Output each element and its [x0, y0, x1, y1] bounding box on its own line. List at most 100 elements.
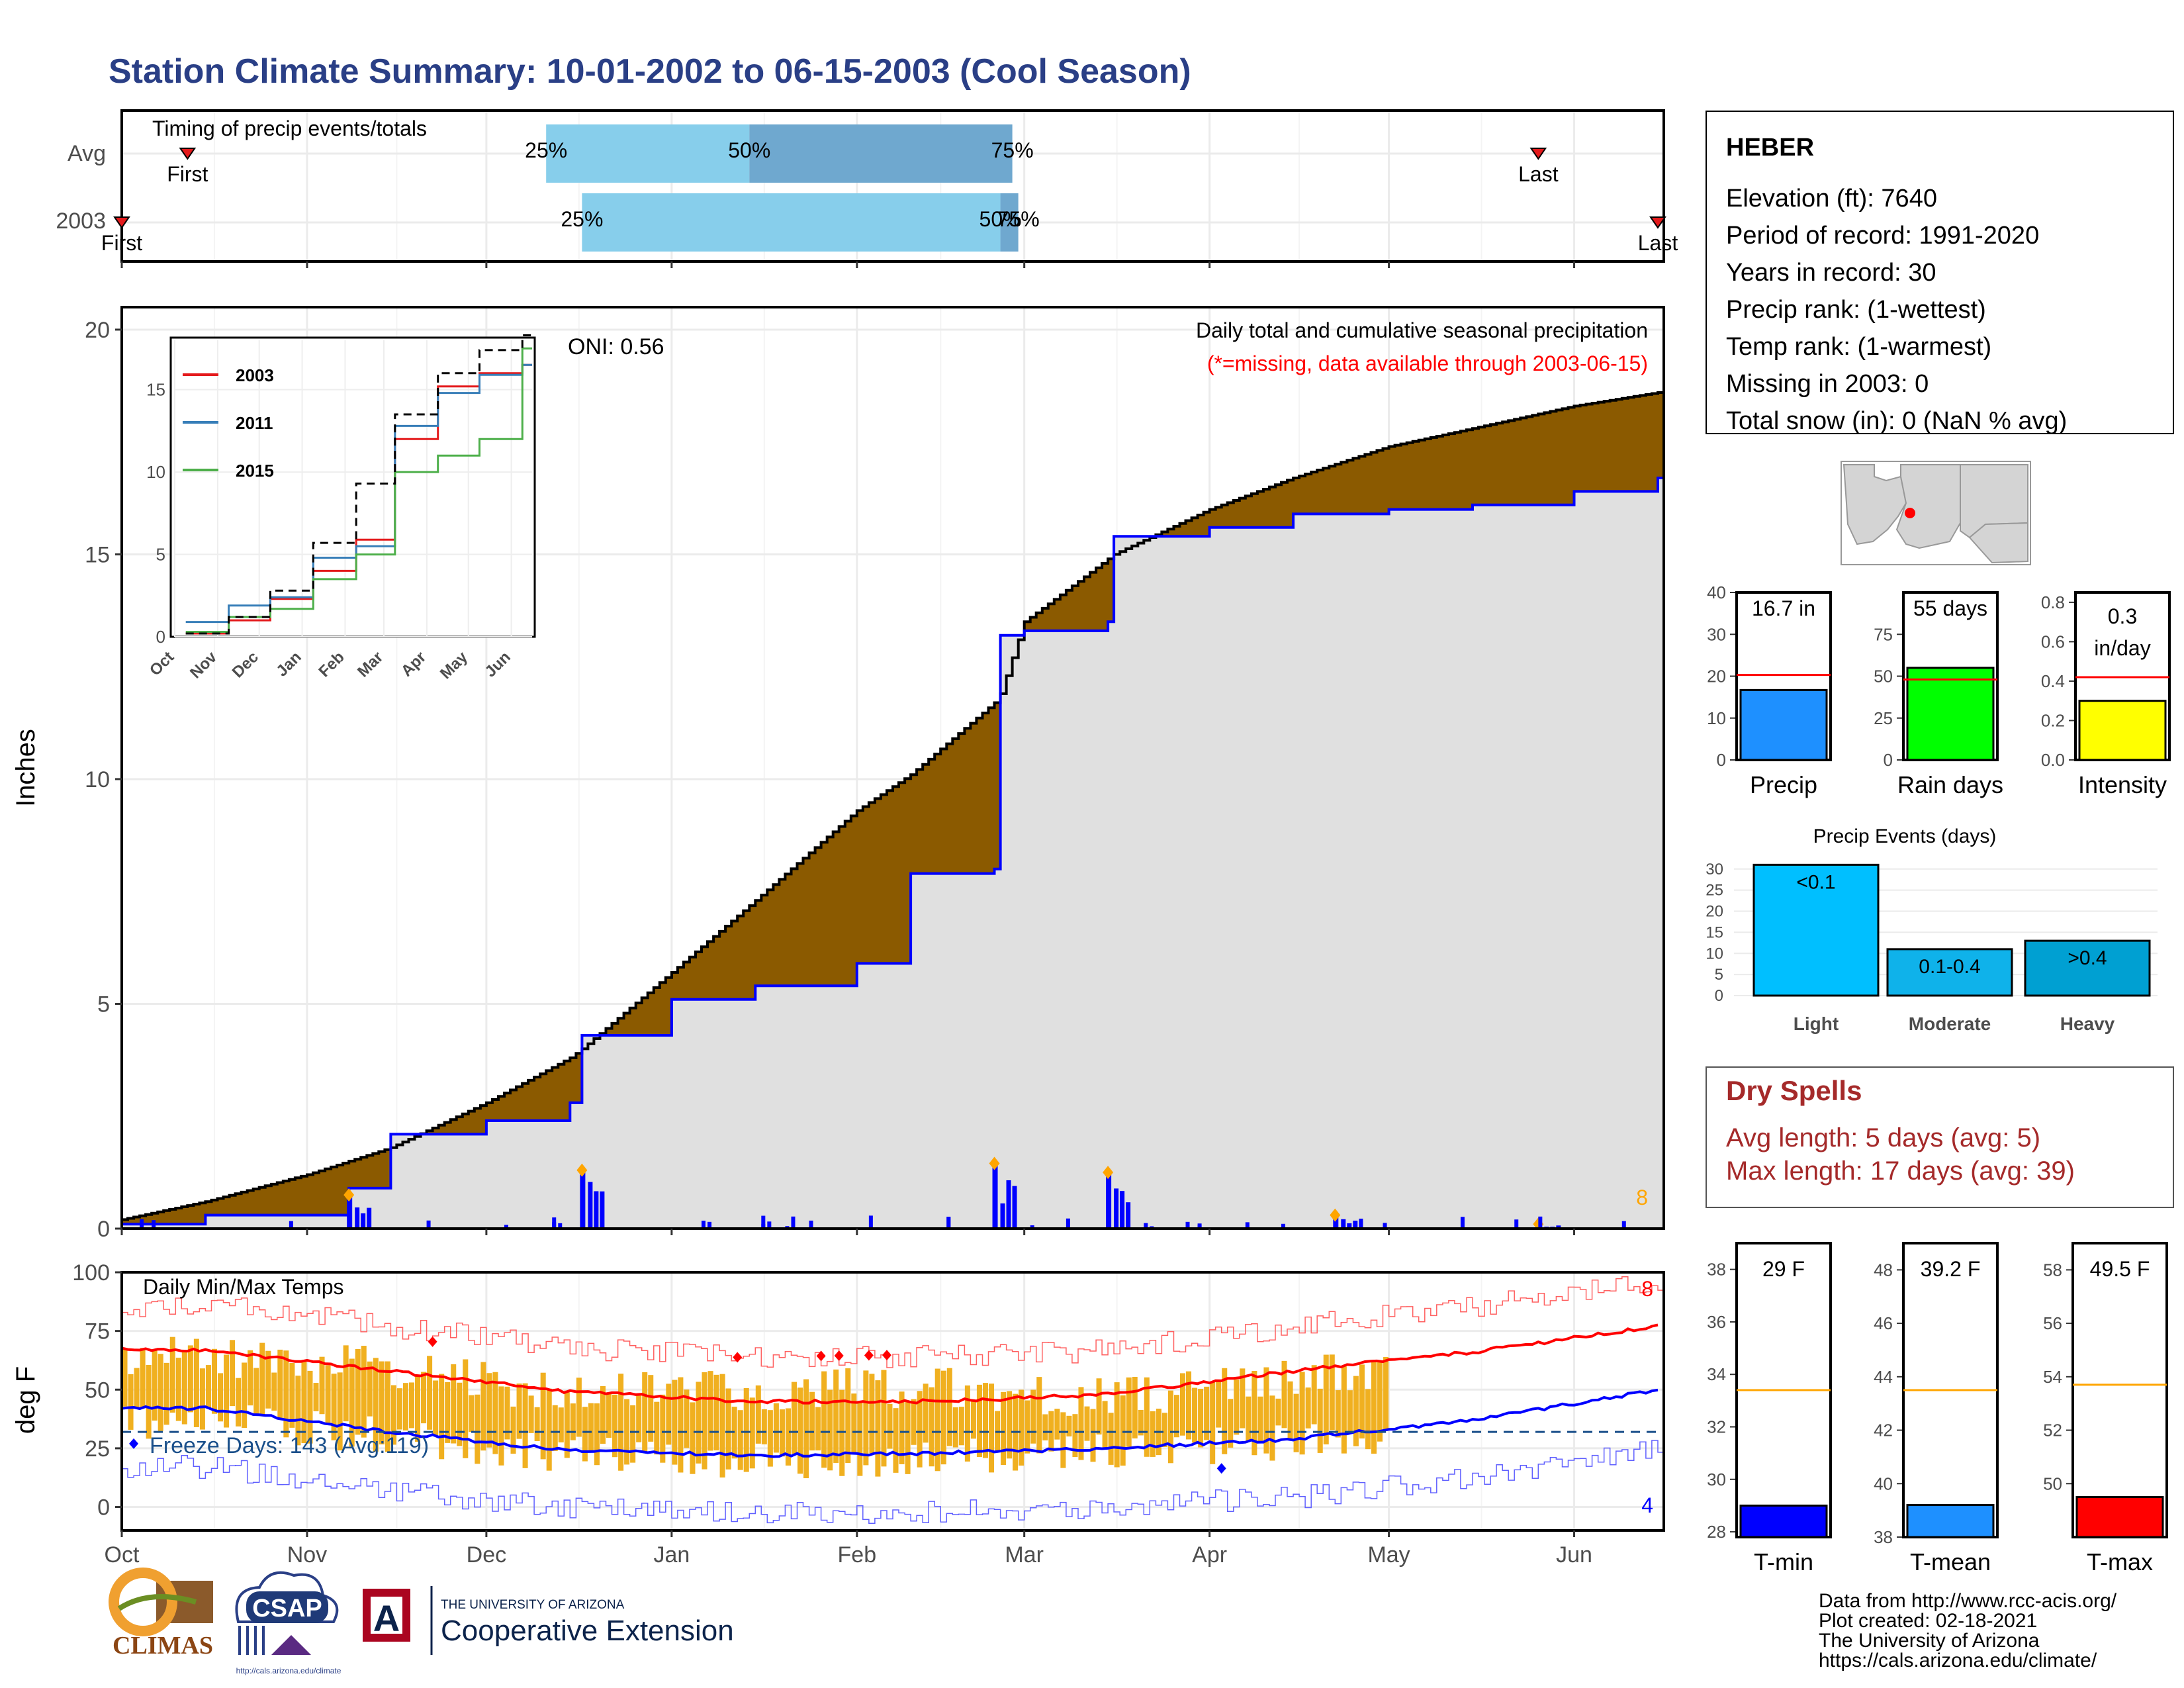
daily-temp-bar	[492, 1372, 498, 1454]
daily-temp-bar	[313, 1383, 319, 1411]
inset-legend-label: 2011	[236, 413, 273, 433]
daily-precip-bar	[1245, 1222, 1250, 1229]
daily-precip-bar	[1120, 1191, 1125, 1229]
daily-precip-bar	[1012, 1186, 1017, 1229]
daily-precip-bar	[761, 1215, 766, 1229]
daily-temp-bar	[719, 1374, 725, 1477]
inset-legend-label: 2015	[236, 461, 274, 481]
daily-temp-bar	[325, 1365, 331, 1424]
daily-temp-bar	[612, 1394, 618, 1458]
daily-temp-bar	[175, 1358, 181, 1421]
precip-missing-note: (*=missing, data available through 2003-…	[1207, 352, 1648, 375]
ua-logo-big-text: Cooperative Extension	[441, 1615, 734, 1647]
daily-precip-bar	[588, 1182, 593, 1229]
daily-temp-bar	[361, 1346, 367, 1438]
inset-line-2003	[185, 363, 532, 635]
daily-temp-bar	[1167, 1390, 1173, 1464]
daily-temp-bar	[1287, 1381, 1293, 1439]
daily-temp-bar	[1132, 1376, 1138, 1438]
daily-temp-bar	[982, 1383, 988, 1458]
daily-precip-bar	[361, 1223, 365, 1229]
station-info-line: Years in record: 30	[1726, 259, 1936, 287]
precip-caption: Daily total and cumulative seasonal prec…	[1196, 318, 1648, 342]
daily-temp-bar	[648, 1375, 654, 1442]
daily-temp-bar	[773, 1403, 779, 1453]
x-tick-label: Mar	[1005, 1542, 1044, 1568]
temp-max-count: 8	[1641, 1277, 1653, 1301]
station-info-line: Missing in 2003: 0	[1726, 370, 1929, 398]
daily-temp-bar	[199, 1368, 205, 1430]
temp-panel: 0 25 50 75 100 Oct Nov Dec Jan Feb Mar Apr May Jun d…	[11, 1260, 1665, 1568]
gauge-0-tick-label: 30	[1707, 624, 1726, 644]
tgauge-2-tick-label: 58	[2043, 1260, 2062, 1280]
timing-2003-bar-25-50	[582, 193, 1001, 252]
tgauge-0-tick-label: 38	[1707, 1260, 1726, 1280]
gauge-2-tick-label: 0.0	[2041, 750, 2065, 770]
daily-precip-bar	[809, 1220, 813, 1229]
daily-temp-bar	[588, 1403, 594, 1451]
y-tick-label: 15	[85, 542, 110, 567]
daily-temp-bar	[1019, 1389, 1024, 1466]
inset-y-label: 15	[146, 380, 165, 400]
daily-temp-bar	[421, 1372, 427, 1424]
timing-2003-first-label: First	[101, 231, 142, 255]
daily-temp-bar	[964, 1385, 970, 1462]
daily-precip-bar	[580, 1170, 586, 1229]
daily-temp-bar	[1042, 1414, 1048, 1440]
daily-temp-bar	[1204, 1386, 1210, 1440]
gauge-2-tick-label: 0.2	[2041, 710, 2065, 730]
precip-2003-area	[122, 478, 1664, 1229]
y-tick-label: 0	[97, 1217, 110, 1242]
record-high-marker	[816, 1350, 826, 1362]
gauge-0-tick-label: 0	[1717, 750, 1726, 770]
daily-temp-bar	[1311, 1365, 1317, 1425]
daily-temp-bar	[457, 1382, 463, 1446]
daily-temp-bar	[289, 1363, 295, 1428]
gauge-2-value-unit: in/day	[2094, 636, 2150, 660]
precip-events-chart: Precip Events (days) 0 5 10 15 20 25 30 <0.1 Lig…	[1706, 825, 2158, 1034]
events-tick-label: 5	[1715, 966, 1723, 984]
daily-precip-marker	[1103, 1166, 1114, 1180]
events-bar-label: 0.1-0.4	[1919, 956, 1980, 978]
daily-temp-bar	[1036, 1377, 1042, 1454]
daily-temp-bar	[1186, 1371, 1192, 1440]
daily-temp-bar	[988, 1383, 995, 1473]
station-info-line: Precip rank: (1-wettest)	[1726, 296, 1986, 324]
daily-temp-bar	[690, 1402, 696, 1474]
ua-logo-letter: A	[373, 1597, 400, 1639]
timing-avg-first-marker	[179, 148, 197, 160]
daily-temp-bar	[905, 1401, 911, 1474]
tgauge-0-tick-label: 32	[1707, 1417, 1726, 1437]
daily-precip-bar	[1006, 1180, 1011, 1229]
daily-temp-bar	[534, 1407, 540, 1442]
daily-temp-bar	[1216, 1381, 1222, 1428]
daily-precip-bar	[1066, 1218, 1070, 1229]
daily-temp-bar	[755, 1385, 761, 1444]
daily-temp-bar	[522, 1383, 528, 1468]
dry-spells-title: Dry Spells	[1726, 1075, 1862, 1106]
page-title: Station Climate Summary: 10-01-2002 to 0…	[109, 52, 1191, 91]
daily-temp-bar	[230, 1340, 236, 1407]
daily-temp-bar	[242, 1362, 248, 1429]
daily-temp-bar	[158, 1354, 163, 1431]
daily-temp-bar	[684, 1389, 690, 1448]
daily-precip-marker	[1330, 1208, 1341, 1222]
daily-temp-bar	[743, 1387, 749, 1472]
inset-x-label: Feb	[315, 648, 347, 680]
gauge-2-value: 0.3	[2108, 604, 2137, 628]
daily-temp-bar	[528, 1395, 534, 1433]
daily-temp-bar	[1090, 1409, 1096, 1462]
daily-temp-bar	[367, 1361, 373, 1417]
normal-min-line	[122, 1388, 1659, 1458]
daily-precip-bar	[761, 1223, 766, 1229]
daily-temp-bar	[301, 1360, 307, 1444]
daily-temp-bar	[1066, 1415, 1072, 1436]
daily-precip-bar	[946, 1217, 951, 1229]
daily-temp-bar	[253, 1368, 259, 1414]
tgauge-0-tick-label: 28	[1707, 1522, 1726, 1542]
daily-precip-bar	[426, 1220, 431, 1229]
daily-temp-bar	[1269, 1395, 1275, 1461]
daily-temp-bar	[1030, 1389, 1036, 1444]
daily-temp-bar	[169, 1336, 175, 1413]
